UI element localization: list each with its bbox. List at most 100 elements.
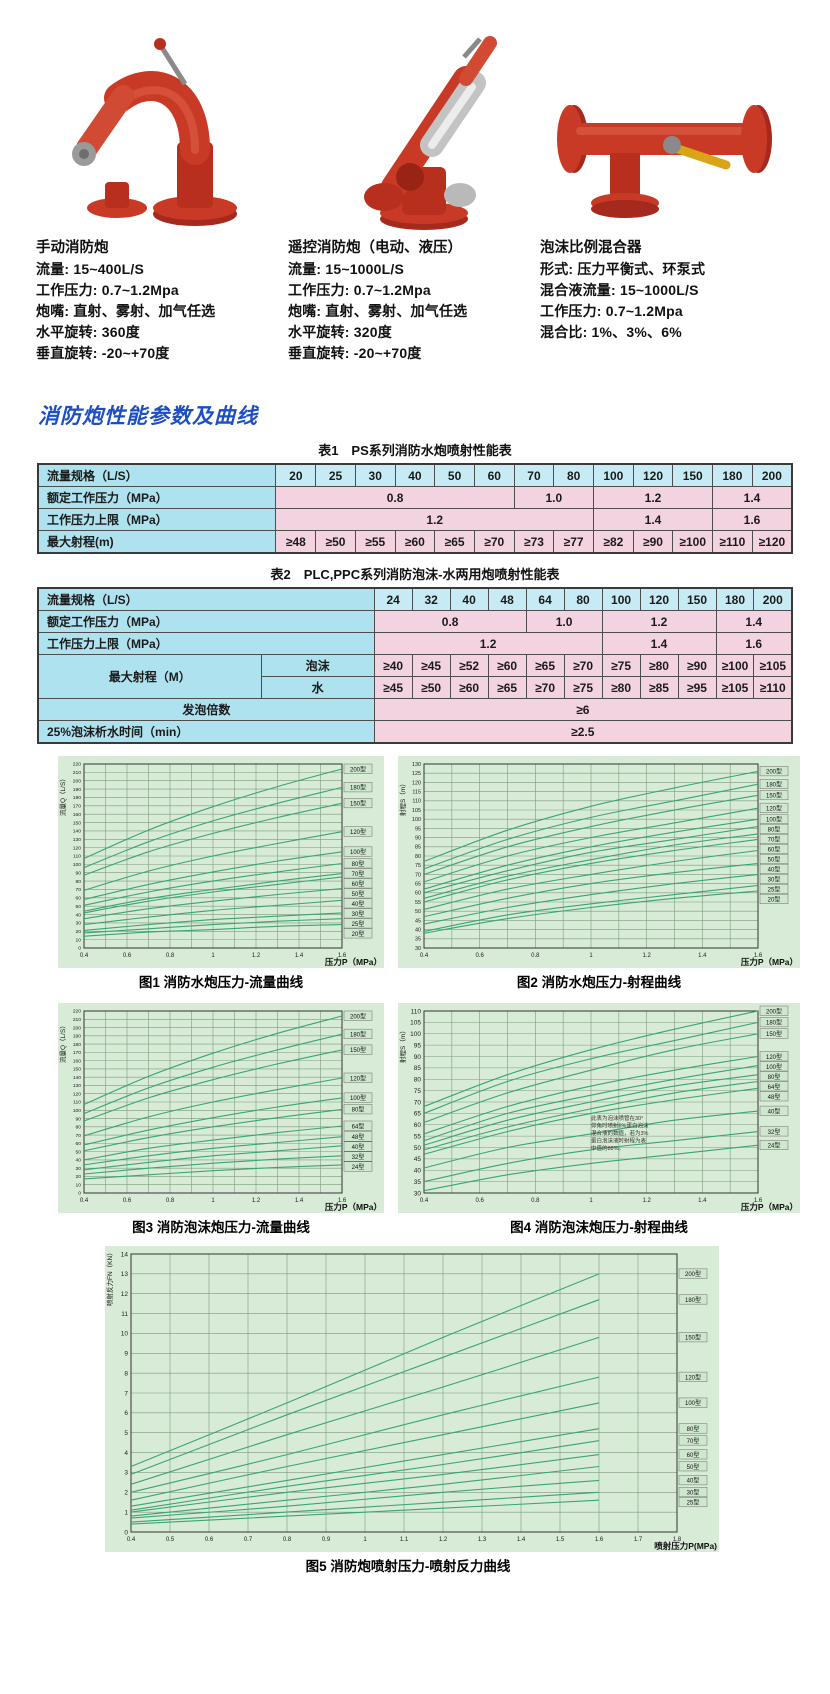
series-label: 80型 [352, 860, 365, 868]
table-cell: ≥105 [753, 654, 793, 677]
table-cell: 25 [315, 463, 356, 487]
svg-text:140: 140 [73, 1075, 81, 1081]
foam-proportioner-photo [557, 105, 772, 218]
table-cell: ≥80 [639, 654, 679, 677]
svg-text:11: 11 [121, 1311, 128, 1318]
table-cell: 1.2 [275, 508, 594, 531]
series-120型 [83, 831, 343, 891]
table-cell: 最大射程（M） [37, 654, 262, 699]
table-cell: ≥105 [715, 676, 755, 699]
svg-text:90: 90 [76, 1116, 82, 1122]
svg-text:1.4: 1.4 [698, 1198, 707, 1204]
table1-title: 表1 PS系列消防水炮喷射性能表 [318, 443, 512, 458]
chart-fig2: 30 35 40 45 50 55 60 65 70 75 80 85 90 95 100 105 110 115… [398, 756, 800, 991]
svg-text:0.9: 0.9 [322, 1537, 331, 1543]
svg-text:0.6: 0.6 [475, 1198, 484, 1204]
fig2-plot: 3035404550556065707580859095100105110115… [398, 756, 800, 968]
svg-text:200: 200 [73, 778, 82, 784]
series-label: 180型 [685, 1296, 701, 1304]
series-label: 100型 [350, 1094, 366, 1102]
svg-text:190: 190 [73, 787, 82, 793]
svg-text:40: 40 [76, 1158, 82, 1164]
series-60型 [423, 838, 759, 903]
series-label: 120型 [766, 1053, 782, 1061]
svg-text:50: 50 [414, 1145, 422, 1152]
series-label: 100型 [350, 848, 366, 856]
svg-text:100: 100 [412, 817, 421, 823]
table-cell: 泡沫 [260, 654, 375, 677]
series-80型 [423, 826, 759, 894]
svg-text:110: 110 [73, 1100, 81, 1106]
performance-table: 流量规格（L/S） 24 32 40 48 64 80 100 120 150 180 200 额定工作… [37, 587, 793, 744]
series-180型 [83, 786, 343, 869]
table-cell: 1.6 [712, 508, 793, 531]
svg-text:130: 130 [73, 1083, 81, 1089]
svg-text:0.4: 0.4 [80, 953, 89, 959]
svg-text:30: 30 [414, 1190, 422, 1197]
series-label: 150型 [685, 1334, 701, 1342]
svg-text:80: 80 [76, 1125, 82, 1131]
series-label: 80型 [352, 1106, 365, 1114]
svg-text:0.7: 0.7 [244, 1537, 253, 1543]
series-150型 [423, 1033, 759, 1124]
svg-text:190: 190 [73, 1034, 81, 1040]
series-120型 [423, 1055, 759, 1135]
product-spec-line: 流量: 15~1000L/S [288, 261, 405, 277]
svg-text:7: 7 [124, 1390, 128, 1397]
series-label: 30型 [768, 876, 781, 884]
series-label: 30型 [352, 910, 365, 918]
table-cell: ≥77 [553, 530, 594, 554]
svg-text:60: 60 [76, 1141, 82, 1147]
table-cell: 200 [751, 463, 793, 487]
series-label: 70型 [687, 1437, 700, 1445]
svg-text:0: 0 [78, 1191, 81, 1197]
svg-text:6: 6 [124, 1410, 128, 1417]
svg-text:1.4: 1.4 [295, 1198, 304, 1204]
svg-text:20: 20 [75, 929, 81, 935]
chart-note-line: 蛋白泡沫液时射程为表 [591, 1137, 647, 1145]
svg-text:1.8: 1.8 [673, 1537, 682, 1543]
series-40型 [130, 1479, 600, 1519]
series-label: 20型 [352, 930, 365, 938]
svg-text:80: 80 [414, 1077, 422, 1084]
series-40型 [423, 862, 759, 918]
table-cell: 1.0 [525, 610, 603, 633]
product-spec-line: 垂直旋转: -20~+70度 [288, 345, 422, 361]
series-label: 180型 [350, 1030, 366, 1038]
series-70型 [130, 1440, 600, 1511]
manual-monitor-photo [72, 38, 237, 226]
table-cell: ≥100 [672, 530, 714, 554]
series-label: 40型 [687, 1477, 700, 1485]
svg-text:1.6: 1.6 [338, 1198, 347, 1204]
series-32型 [423, 1131, 759, 1183]
svg-text:210: 210 [73, 770, 82, 776]
series-25型 [130, 1499, 600, 1525]
svg-text:65: 65 [415, 882, 421, 888]
series-64型 [423, 1080, 759, 1151]
series-30型 [130, 1491, 600, 1523]
table-cell: 200 [753, 587, 793, 611]
series-80型 [83, 862, 343, 906]
chart-note-line: 此表为泡沫喷管在30° [591, 1114, 643, 1122]
y-axis-label: 射程S（m） [398, 780, 407, 816]
x-axis-label: 压力P（MPa） [741, 957, 798, 967]
svg-text:10: 10 [75, 937, 81, 943]
series-48型 [83, 1136, 343, 1166]
fig4-plot: 30 35 40 45 50 55 60 65 70 75 80 85 90 95 100 105 110 0.4… [398, 1003, 800, 1213]
series-label: 40型 [768, 866, 781, 874]
chart-fig3: 0 10 20 30 40 50 60 70 80 90 100 110 120 130 140 150 160… [58, 1003, 384, 1236]
svg-text:50: 50 [76, 1149, 82, 1155]
svg-text:55: 55 [414, 1133, 422, 1140]
table-cell: 1.6 [715, 632, 793, 655]
series-80型 [83, 1108, 343, 1152]
charts-row-3: 0 1 2 3 4 5 6 7 8 9 10 11 12 13 14 0.4 0.5 0.6 0.7 0.8 0.9 1 1… [105, 1246, 725, 1575]
series-label: 180型 [350, 784, 366, 792]
series-25型 [83, 918, 343, 934]
svg-text:1: 1 [363, 1537, 367, 1543]
table-cell: ≥50 [411, 676, 451, 699]
svg-text:95: 95 [415, 826, 421, 832]
performance-table: 流量规格（L/S） 20 25 30 40 50 60 70 80 100 120 150 180 200… [37, 463, 793, 554]
table-cell: 24 [373, 587, 413, 611]
svg-text:85: 85 [415, 845, 421, 851]
svg-text:55: 55 [415, 900, 421, 906]
